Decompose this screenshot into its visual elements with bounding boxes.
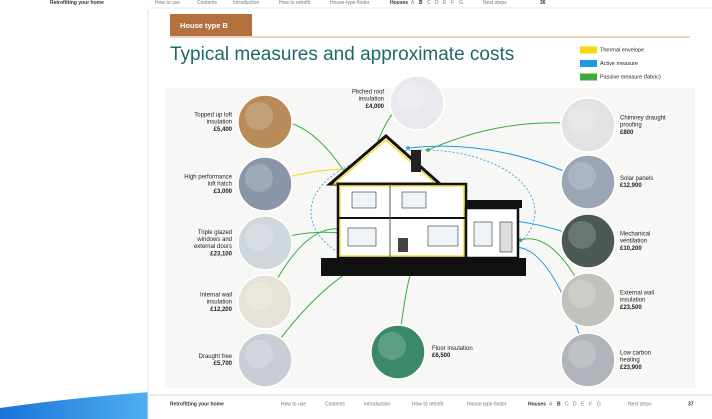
nav-house-letter[interactable]: F (451, 0, 454, 6)
measure-photo-shade (568, 221, 596, 249)
measure-label: insulation (620, 298, 645, 304)
nav-house-letter[interactable]: B (557, 401, 561, 407)
page-number: 37 (688, 401, 694, 407)
nav-house-letter[interactable]: E (443, 0, 447, 6)
connector-dot (406, 146, 410, 150)
measure-cost: £12,200 (210, 307, 232, 313)
measure-label: Floor insulation (432, 346, 473, 352)
nav-brand: Retrofitting your home (50, 0, 104, 6)
measure-label: External wall (620, 290, 654, 296)
measure-cost: £23,100 (210, 251, 232, 257)
measure-photo-shade (568, 162, 596, 190)
measure-cost: £5,700 (214, 361, 233, 367)
measure-label: Chimney draught (620, 115, 666, 121)
nav-link[interactable]: Contents (325, 401, 346, 407)
measure-cost: £23,500 (620, 305, 642, 311)
nav-link[interactable]: How to use (155, 0, 180, 6)
measure-label: insulation (359, 97, 384, 103)
measure-cost: £800 (620, 130, 634, 136)
measure-photo-shade (568, 280, 596, 308)
nav-next[interactable]: Next steps (483, 0, 507, 6)
nav-link[interactable]: How to retrofit (412, 401, 444, 407)
measure-cost: £23,900 (620, 365, 642, 371)
legend-swatch (580, 47, 597, 54)
nav-link[interactable]: House-type finder (467, 401, 507, 407)
legend-swatch (580, 60, 597, 67)
measure-cost: £5,400 (214, 127, 233, 133)
nav-houses[interactable]: Houses (528, 401, 546, 407)
measure-cost: £6,500 (432, 353, 451, 359)
nav-house-letter[interactable]: G (459, 0, 463, 6)
nav-house-letter[interactable]: D (435, 0, 439, 6)
measure-cost: £12,900 (620, 183, 642, 189)
nav-link[interactable]: Introduction (233, 0, 259, 6)
nav-house-letter[interactable]: C (565, 401, 569, 407)
nav-link[interactable]: House-type finder (330, 0, 370, 6)
measure-cost: £10,200 (620, 246, 642, 252)
measure-label: Low carbon (620, 350, 651, 356)
legend-swatch (580, 74, 597, 81)
nav-link[interactable]: Introduction (364, 401, 390, 407)
measure-label: Pitched roof (352, 89, 384, 95)
measure-photo-shade (245, 164, 273, 192)
nav-houses[interactable]: Houses (390, 0, 408, 6)
measure-photo-shade (245, 340, 273, 368)
measure-photo-shade (397, 83, 425, 111)
title: Typical measures and approximate costs (170, 44, 514, 65)
nav-next[interactable]: Next steps (628, 401, 652, 407)
measure-label: Internal wall (200, 292, 232, 298)
measure-cost: £3,000 (214, 189, 233, 195)
nav-brand: Retrofitting your home (170, 401, 224, 407)
measure-label: Draught free (199, 354, 233, 360)
nav-house-letter[interactable]: C (427, 0, 431, 6)
measure-photo-shade (568, 105, 596, 133)
measure-label: ventilation (620, 239, 647, 245)
nav-house-letter[interactable]: F (589, 401, 592, 407)
measure-label: insulation (207, 120, 232, 126)
measure-photo-shade (568, 340, 596, 368)
legend-label: Passive measure (fabric) (600, 74, 661, 80)
measure-label: windows and (196, 237, 232, 243)
measure-label: Topped up loft (194, 112, 232, 118)
legend-label: Active measure (600, 61, 638, 67)
measure-label: external doors (194, 244, 232, 250)
nav-house-letter[interactable]: G (597, 401, 601, 407)
nav-house-letter[interactable]: A (411, 0, 415, 6)
measure-label: heating (620, 358, 640, 364)
page-number: 36 (540, 0, 546, 6)
nav-house-letter[interactable]: D (573, 401, 577, 407)
nav-house-letter[interactable]: B (419, 0, 423, 6)
measure-photo-shade (245, 282, 273, 310)
measure-label: Solar panels (620, 176, 653, 182)
measure-cost: £4,000 (366, 104, 385, 110)
page: House type B Typical measures and approx… (0, 0, 712, 419)
nav-link[interactable]: How to use (281, 401, 306, 407)
measure-label: Triple glazed (198, 230, 232, 236)
tab-label: House type B (180, 21, 229, 30)
legend-label: Thermal envelope (600, 47, 644, 53)
top-strip: Retrofitting your home How to use Contents… (50, 0, 546, 6)
measure-label: High performance (184, 174, 232, 180)
measure-label: proofing (620, 123, 642, 129)
measure-photo-shade (378, 332, 406, 360)
measure-label: insulation (207, 300, 232, 306)
measure-photo-shade (245, 102, 273, 130)
measure-label: loft hatch (208, 182, 232, 188)
nav-link[interactable]: How to retrofit (279, 0, 311, 6)
nav-link[interactable]: Contents (197, 0, 218, 6)
measure-photo-shade (245, 223, 273, 251)
measure-label: Mechanical (620, 231, 650, 237)
decor-swoosh (0, 392, 150, 419)
